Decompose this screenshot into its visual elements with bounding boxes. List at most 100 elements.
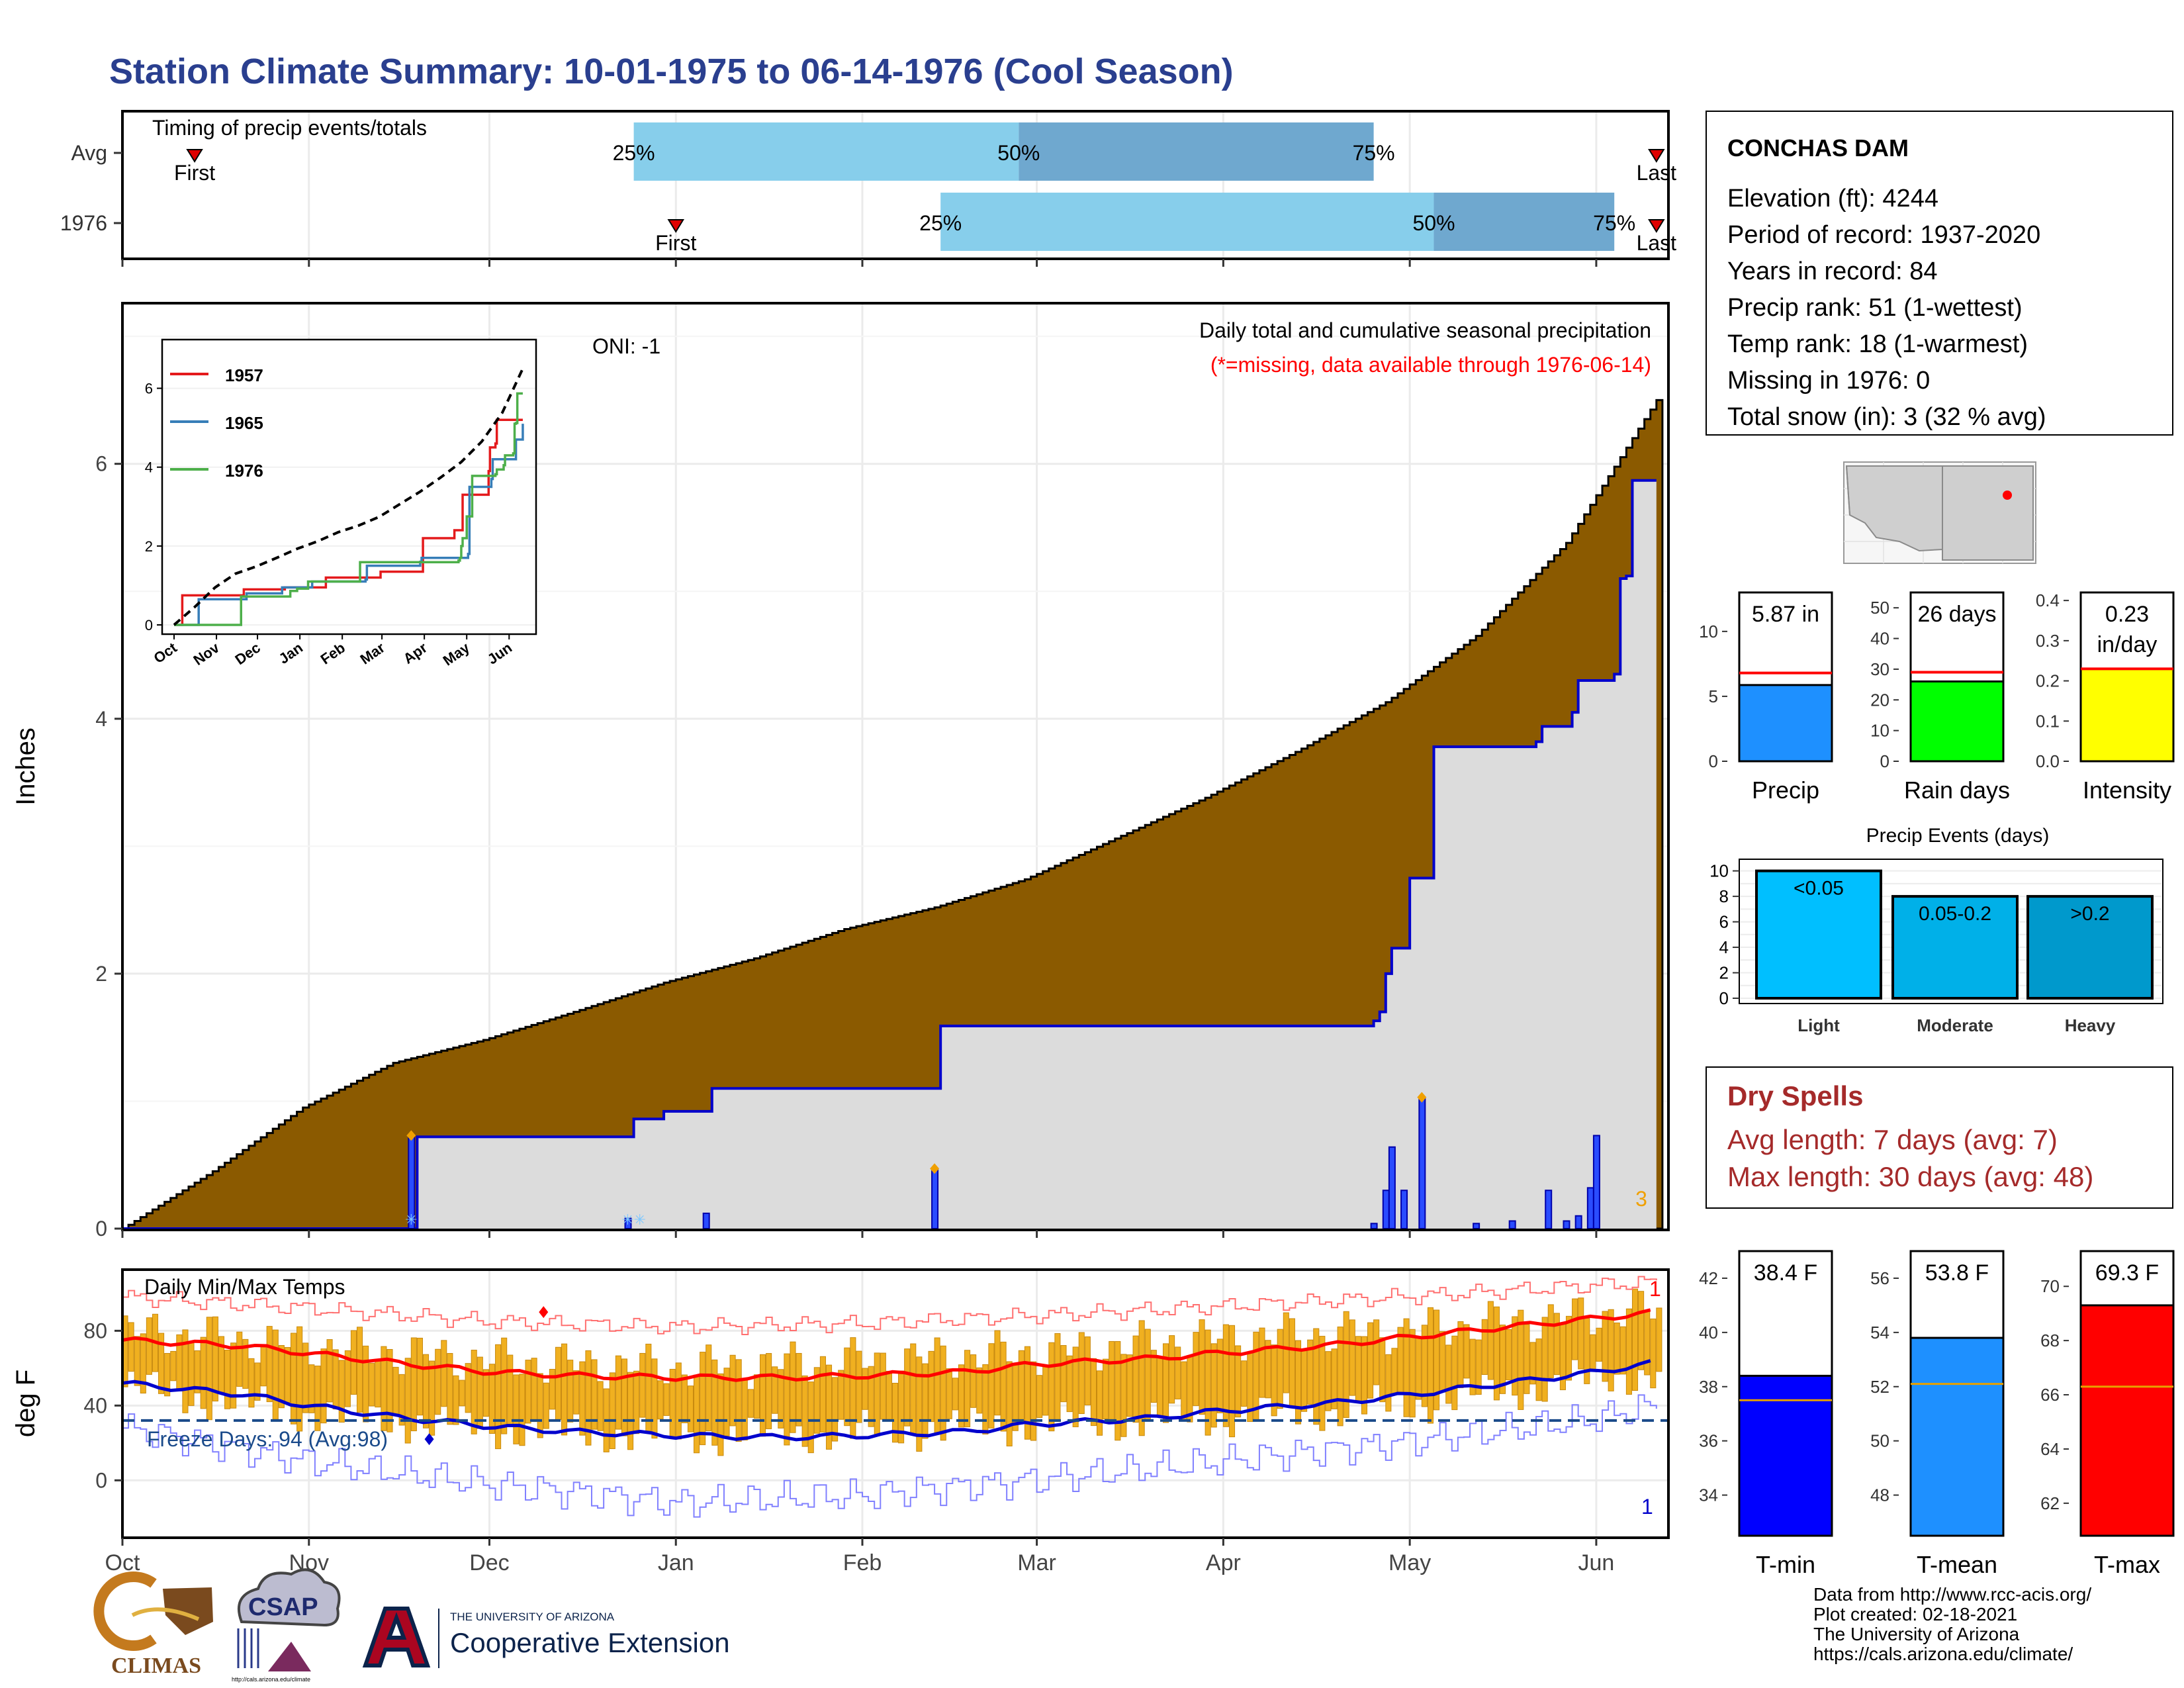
temp-daily-bar (1295, 1340, 1302, 1425)
temp-daily-bar (1518, 1309, 1524, 1410)
tmean-value-label: 53.8 F (1925, 1260, 1989, 1286)
events-title: Precip Events (days) (1866, 825, 2050, 847)
temp-daily-bar (1499, 1325, 1506, 1394)
temp-daily-bar (381, 1346, 387, 1431)
events-y-ticks: 0 2 4 6 8 10 (1709, 861, 1739, 1008)
temp-daily-bar (369, 1362, 375, 1407)
temp-daily-bar (302, 1342, 309, 1413)
tmin-tick-label: 42 (1699, 1268, 1718, 1288)
rain-days-value-label: 26 days (1917, 602, 1996, 627)
ua-small-title: THE UNIVERSITY OF ARIZONA (450, 1611, 615, 1623)
temp-daily-bar (1024, 1346, 1031, 1440)
temp-daily-bar (495, 1344, 502, 1450)
tmax-record-count: 1 (1649, 1277, 1661, 1301)
events-bars: <0.05 Light 0.05-0.2 Moderate >0.2 Heavy (1755, 869, 2154, 1035)
temp-daily-bar (694, 1374, 700, 1454)
temp-daily-bar (182, 1329, 189, 1413)
temp-daily-bar (1301, 1350, 1308, 1412)
intensity-tick-label: 0.1 (2036, 711, 2060, 731)
credit-university: The University of Arizona (1813, 1624, 2020, 1644)
temp-daily-bar (579, 1361, 586, 1436)
temp-daily-bar (429, 1360, 435, 1436)
temp-daily-bar (1493, 1306, 1500, 1401)
tmax-gauge-bar (2079, 1304, 2175, 1537)
footer: CLIMAS CSAP http://cals.arizona.edu/clim… (93, 1568, 2091, 1683)
temp-daily-bar (1000, 1341, 1007, 1432)
temp-daily-bar (1096, 1370, 1103, 1436)
temp-daily-bar (1199, 1319, 1205, 1415)
temp-daily-bar (700, 1352, 706, 1446)
legend-label-1965: 1965 (225, 413, 263, 433)
temp-daily-bar (1054, 1333, 1061, 1423)
temp-daily-bar (1512, 1316, 1518, 1396)
inset-line-1976 (174, 392, 523, 626)
events-category-label: Heavy (2065, 1015, 2116, 1035)
temp-daily-bar (1060, 1345, 1067, 1403)
tmin-record-line (122, 1394, 1657, 1518)
temp-daily-bar (537, 1373, 543, 1438)
inset-line-1957 (174, 418, 523, 626)
temp-daily-bar (904, 1348, 911, 1427)
events-ytick-label: 4 (1719, 937, 1729, 957)
temp-daily-bar (717, 1373, 724, 1456)
tmax-tick-label: 70 (2040, 1276, 2060, 1296)
station-line-period: Period of record: 1937-2020 (1727, 221, 2040, 249)
station-line-years: Years in record: 84 (1727, 258, 1938, 285)
events-category-label: Light (1797, 1015, 1840, 1035)
timing-last-label: Last (1637, 161, 1677, 185)
tmean-tick-label: 56 (1870, 1268, 1889, 1288)
y-axis-label-inches: Inches (11, 727, 40, 806)
temp-daily-bar (705, 1344, 712, 1432)
daily-precip-bar (1370, 1223, 1378, 1230)
temp-daily-bar (1656, 1307, 1662, 1372)
tmax-record-line (122, 1276, 1657, 1336)
inset-avg-line (173, 367, 524, 626)
temp-daily-bar (1325, 1351, 1332, 1411)
temp-daily-bar (1283, 1312, 1289, 1393)
rain-days-tick-label: 50 (1870, 598, 1889, 618)
temp-daily-bar (784, 1353, 790, 1446)
temp-daily-bar (212, 1316, 218, 1402)
ua-logo: THE UNIVERSITY OF ARIZONA Cooperative Ex… (362, 1602, 730, 1668)
inset-ytick-label: 4 (145, 459, 153, 476)
temp-daily-bar (501, 1337, 508, 1434)
inset-legend: 1957 1965 1976 (170, 365, 263, 481)
intensity-value-label: 0.23 (2105, 602, 2149, 627)
timing-first-label: First (655, 231, 696, 255)
tmax-record-marker-icon (539, 1306, 549, 1319)
timing-last-marker-icon (1648, 219, 1665, 233)
temp-daily-bar (441, 1340, 447, 1407)
temp-daily-bar (657, 1380, 664, 1420)
events-bar-label: >0.2 (2070, 903, 2109, 925)
temp-daily-bar (801, 1375, 808, 1447)
temp-daily-bar (1072, 1346, 1079, 1427)
temp-daily-bar (729, 1354, 736, 1427)
temp-daily-bar (543, 1382, 549, 1429)
tmin-gauge-bar (1738, 1374, 1833, 1537)
temp-daily-bar (609, 1372, 615, 1450)
main-ytick-label: 4 (95, 707, 107, 731)
temp-daily-bar (1445, 1344, 1452, 1404)
temp-daily-bar (404, 1358, 411, 1444)
temp-xtick-label: Jun (1578, 1550, 1615, 1575)
csap-cloud-icon (238, 1568, 341, 1627)
map-state-borders (1846, 465, 1943, 560)
station-name: CONCHAS DAM (1727, 134, 1909, 162)
temp-daily-bar (573, 1370, 580, 1415)
temp-daily-bar (308, 1364, 315, 1413)
temp-daily-bar (651, 1358, 658, 1439)
temp-daily-bar (1415, 1336, 1422, 1400)
temp-daily-bar (482, 1369, 489, 1417)
temp-daily-bar (1181, 1361, 1187, 1421)
temp-daily-bar (1572, 1298, 1578, 1360)
temp-daily-bar (1638, 1291, 1645, 1370)
precip-tick-label: 5 (1709, 686, 1718, 706)
daily-precip-bar (1418, 1098, 1426, 1230)
ua-cooperative-extension: Cooperative Extension (450, 1627, 730, 1658)
temp-daily-bar (741, 1379, 748, 1440)
temp-daily-bar (838, 1370, 844, 1420)
csap-wordmark: CSAP (248, 1593, 318, 1621)
tmin-tick-label: 34 (1699, 1485, 1718, 1505)
temp-daily-bar (488, 1364, 496, 1434)
temp-daily-bar (1451, 1335, 1458, 1411)
